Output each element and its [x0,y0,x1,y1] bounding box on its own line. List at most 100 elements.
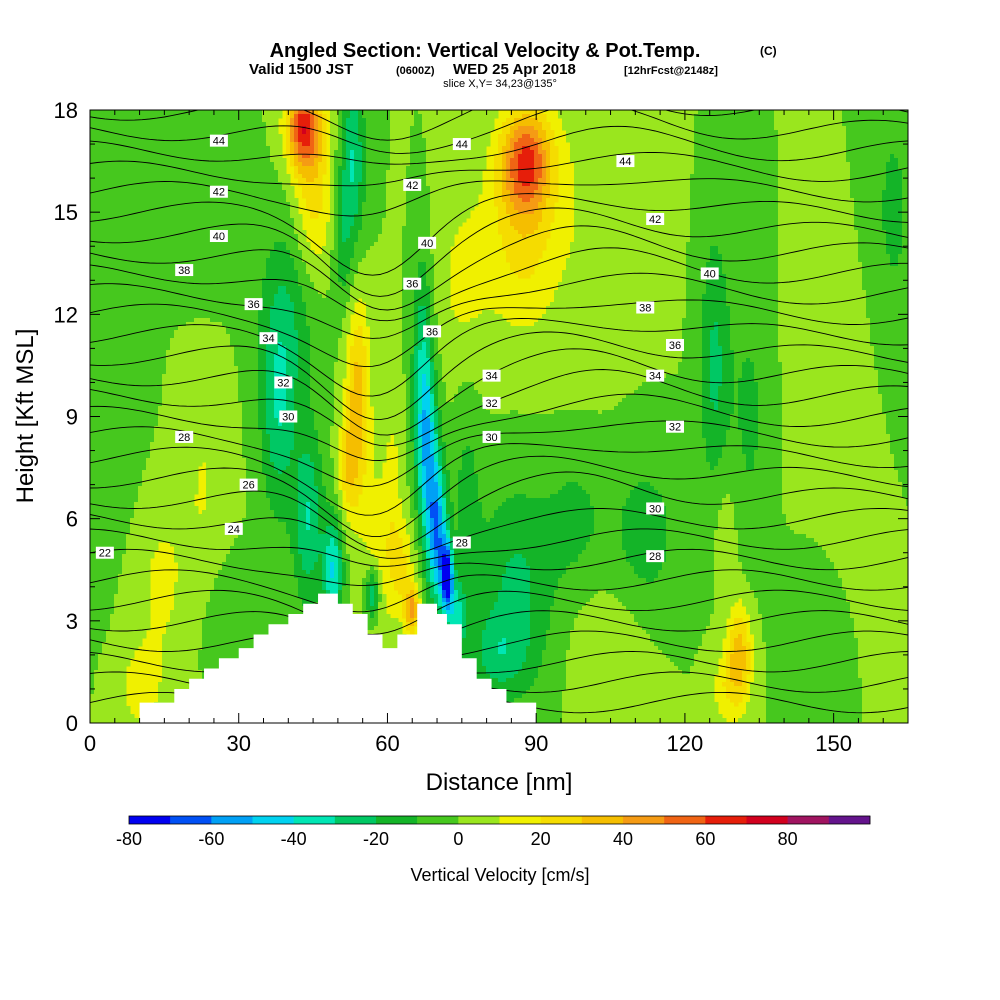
velocity-cell [126,466,131,471]
velocity-cell [186,598,191,603]
velocity-cell [126,330,131,335]
velocity-cell [158,306,163,311]
velocity-cell [170,218,175,223]
velocity-cell [126,518,131,523]
velocity-cell [126,218,131,223]
velocity-cell [94,222,99,227]
velocity-cell [178,330,183,335]
velocity-cell [218,650,223,655]
velocity-cell [142,558,147,563]
velocity-cell [122,178,127,183]
velocity-cell [114,614,119,619]
velocity-cell [198,514,203,519]
velocity-cell [210,510,215,515]
velocity-cell [102,154,107,159]
velocity-cell [106,534,111,539]
velocity-cell [94,510,99,515]
velocity-cell [198,210,203,215]
velocity-cell [114,634,119,639]
velocity-cell [166,306,171,311]
velocity-cell [166,198,171,203]
velocity-cell [110,182,115,187]
velocity-cell [114,710,119,715]
velocity-cell [198,258,203,263]
velocity-cell [106,658,111,663]
velocity-cell [102,334,107,339]
velocity-cell [94,206,99,211]
velocity-cell [114,498,119,503]
velocity-cell [222,418,227,423]
velocity-cell [206,286,211,291]
velocity-cell [202,550,207,555]
velocity-cell [110,314,115,319]
velocity-cell [218,178,223,183]
velocity-cell [94,562,99,567]
velocity-cell [206,594,211,599]
velocity-cell [170,170,175,175]
velocity-cell [214,646,219,651]
velocity-cell [214,178,219,183]
velocity-cell [130,518,135,523]
velocity-cell [114,714,119,719]
velocity-cell [90,390,95,395]
velocity-cell [186,454,191,459]
velocity-cell [138,594,143,599]
velocity-cell [210,382,215,387]
velocity-cell [110,686,115,691]
velocity-cell [138,574,143,579]
velocity-cell [170,194,175,199]
velocity-cell [214,282,219,287]
velocity-cell [142,206,147,211]
velocity-cell [110,410,115,415]
velocity-cell [222,602,227,607]
velocity-cell [90,294,95,299]
velocity-cell [90,394,95,399]
velocity-cell [102,590,107,595]
velocity-cell [106,662,111,667]
velocity-cell [210,170,215,175]
velocity-cell [94,394,99,399]
velocity-cell [166,422,171,427]
velocity-cell [150,374,155,379]
velocity-cell [106,310,111,315]
velocity-cell [194,442,199,447]
velocity-cell [106,198,111,203]
velocity-cell [130,438,135,443]
velocity-cell [214,266,219,271]
velocity-cell [114,658,119,663]
velocity-cell [194,178,199,183]
velocity-cell [166,658,171,663]
velocity-cell [146,202,151,207]
velocity-cell [106,250,111,255]
velocity-cell [206,510,211,515]
velocity-cell [146,378,151,383]
velocity-cell [122,510,127,515]
velocity-cell [166,226,171,231]
velocity-cell [90,510,95,515]
velocity-cell [194,130,199,135]
velocity-cell [142,234,147,239]
velocity-cell [198,130,203,135]
velocity-cell [170,694,175,699]
velocity-cell [98,510,103,515]
velocity-cell [106,206,111,211]
velocity-cell [214,130,219,135]
velocity-cell [114,150,119,155]
velocity-cell [118,386,123,391]
velocity-cell [182,318,187,323]
velocity-cell [198,174,203,179]
velocity-cell [122,218,127,223]
velocity-cell [182,610,187,615]
velocity-cell [214,426,219,431]
velocity-cell [222,622,227,627]
velocity-cell [126,418,131,423]
velocity-cell [110,290,115,295]
velocity-cell [114,474,119,479]
velocity-cell [142,114,147,119]
velocity-cell [138,638,143,643]
velocity-cell [154,350,159,355]
velocity-cell [206,390,211,395]
velocity-cell [126,442,131,447]
velocity-cell [226,210,231,215]
velocity-cell [206,662,211,667]
